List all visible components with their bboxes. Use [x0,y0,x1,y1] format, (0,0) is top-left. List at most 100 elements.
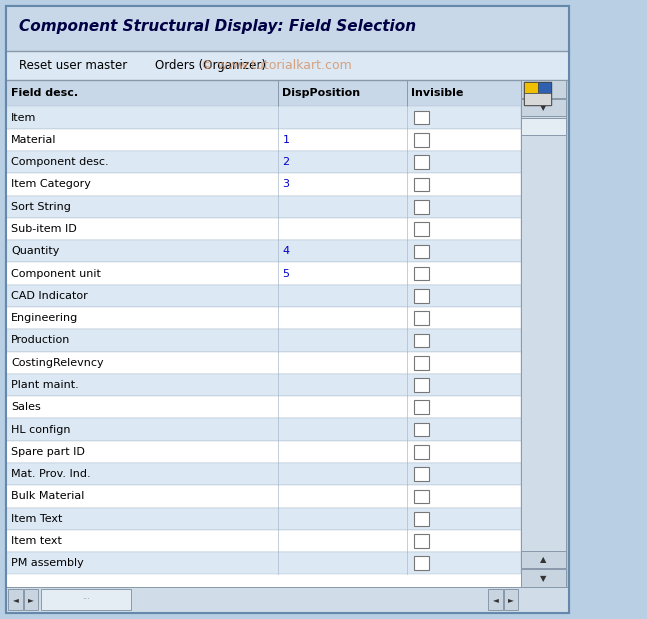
Text: Plant maint.: Plant maint. [11,380,79,390]
Bar [414,490,428,503]
Bar [8,589,23,610]
Bar [414,289,428,303]
Bar [521,80,566,587]
Bar [6,441,521,463]
Bar [414,400,428,414]
Bar [6,173,521,196]
Bar [6,552,521,574]
Text: ►: ► [508,595,514,604]
Text: Production: Production [11,335,71,345]
Text: Sub-item ID: Sub-item ID [11,224,77,234]
Text: ▲: ▲ [540,555,547,564]
Bar [6,6,569,613]
Bar [6,218,521,240]
Text: ►: ► [28,595,34,604]
Bar [524,93,551,105]
Text: ▼: ▼ [540,103,547,112]
Bar [6,262,521,285]
Bar [521,99,566,116]
Text: © www.tutorialkart.com: © www.tutorialkart.com [201,59,351,72]
Bar [414,423,428,436]
Text: Item Category: Item Category [11,180,91,189]
Text: 3: 3 [283,180,289,189]
Bar [414,334,428,347]
Text: Material: Material [11,135,56,145]
Bar [414,178,428,191]
Text: Component desc.: Component desc. [11,157,109,167]
Text: 4: 4 [283,246,290,256]
Bar [521,80,566,98]
Text: HL confign: HL confign [11,425,71,435]
Bar [6,418,521,441]
Bar [6,196,521,218]
Bar [6,80,521,587]
Text: Sales: Sales [11,402,41,412]
Bar [41,589,131,610]
Bar [6,285,521,307]
Bar [488,589,503,610]
Text: 2: 2 [283,157,290,167]
Bar [521,118,566,135]
Text: ▼: ▼ [540,574,547,582]
Bar [524,82,538,93]
Text: Invisible: Invisible [411,89,463,98]
Text: Item Text: Item Text [11,514,62,524]
Text: ···: ··· [82,595,90,604]
Text: Component Structural Display: Field Selection: Component Structural Display: Field Sele… [19,19,417,34]
Bar [414,311,428,325]
Bar [6,307,521,329]
Bar [414,133,428,147]
Bar [414,200,428,214]
Text: Item text: Item text [11,536,62,546]
Bar [414,378,428,392]
Text: CAD Indicator: CAD Indicator [11,291,88,301]
Bar [6,6,569,613]
Bar [504,589,518,610]
Text: Mat. Prov. Ind.: Mat. Prov. Ind. [11,469,91,479]
Bar [6,396,521,418]
Bar [414,245,428,258]
Bar [414,512,428,526]
Text: Reset user master: Reset user master [19,59,127,72]
Bar [414,445,428,459]
Text: Spare part ID: Spare part ID [11,447,85,457]
Bar [6,240,521,262]
Text: Bulk Material: Bulk Material [11,491,84,501]
Text: Engineering: Engineering [11,313,78,323]
Bar [414,556,428,570]
Bar [6,106,521,129]
Text: Orders (Organizer): Orders (Organizer) [155,59,267,72]
Bar [6,129,521,151]
Text: 5: 5 [283,269,289,279]
Bar [414,111,428,124]
Bar [414,267,428,280]
Text: ▲: ▲ [540,85,547,93]
Bar [6,508,521,530]
Bar [6,6,569,51]
Bar [6,587,569,613]
Bar [414,222,428,236]
Text: Component unit: Component unit [11,269,101,279]
Text: ◄: ◄ [12,595,19,604]
Bar [521,569,566,587]
Bar [414,534,428,548]
Bar [6,374,521,396]
Bar [6,151,521,173]
Text: 1: 1 [283,135,289,145]
Bar [521,551,566,568]
Bar [6,80,521,106]
Bar [6,463,521,485]
Text: Field desc.: Field desc. [11,89,78,98]
Text: ◄: ◄ [492,595,499,604]
Bar [6,329,521,352]
Text: PM assembly: PM assembly [11,558,83,568]
Text: Quantity: Quantity [11,246,60,256]
Bar [6,352,521,374]
Text: Sort String: Sort String [11,202,71,212]
Bar [414,356,428,370]
Bar [524,82,551,105]
Text: CostingRelevncy: CostingRelevncy [11,358,104,368]
Bar [414,155,428,169]
Bar [6,530,521,552]
Bar [538,82,551,93]
